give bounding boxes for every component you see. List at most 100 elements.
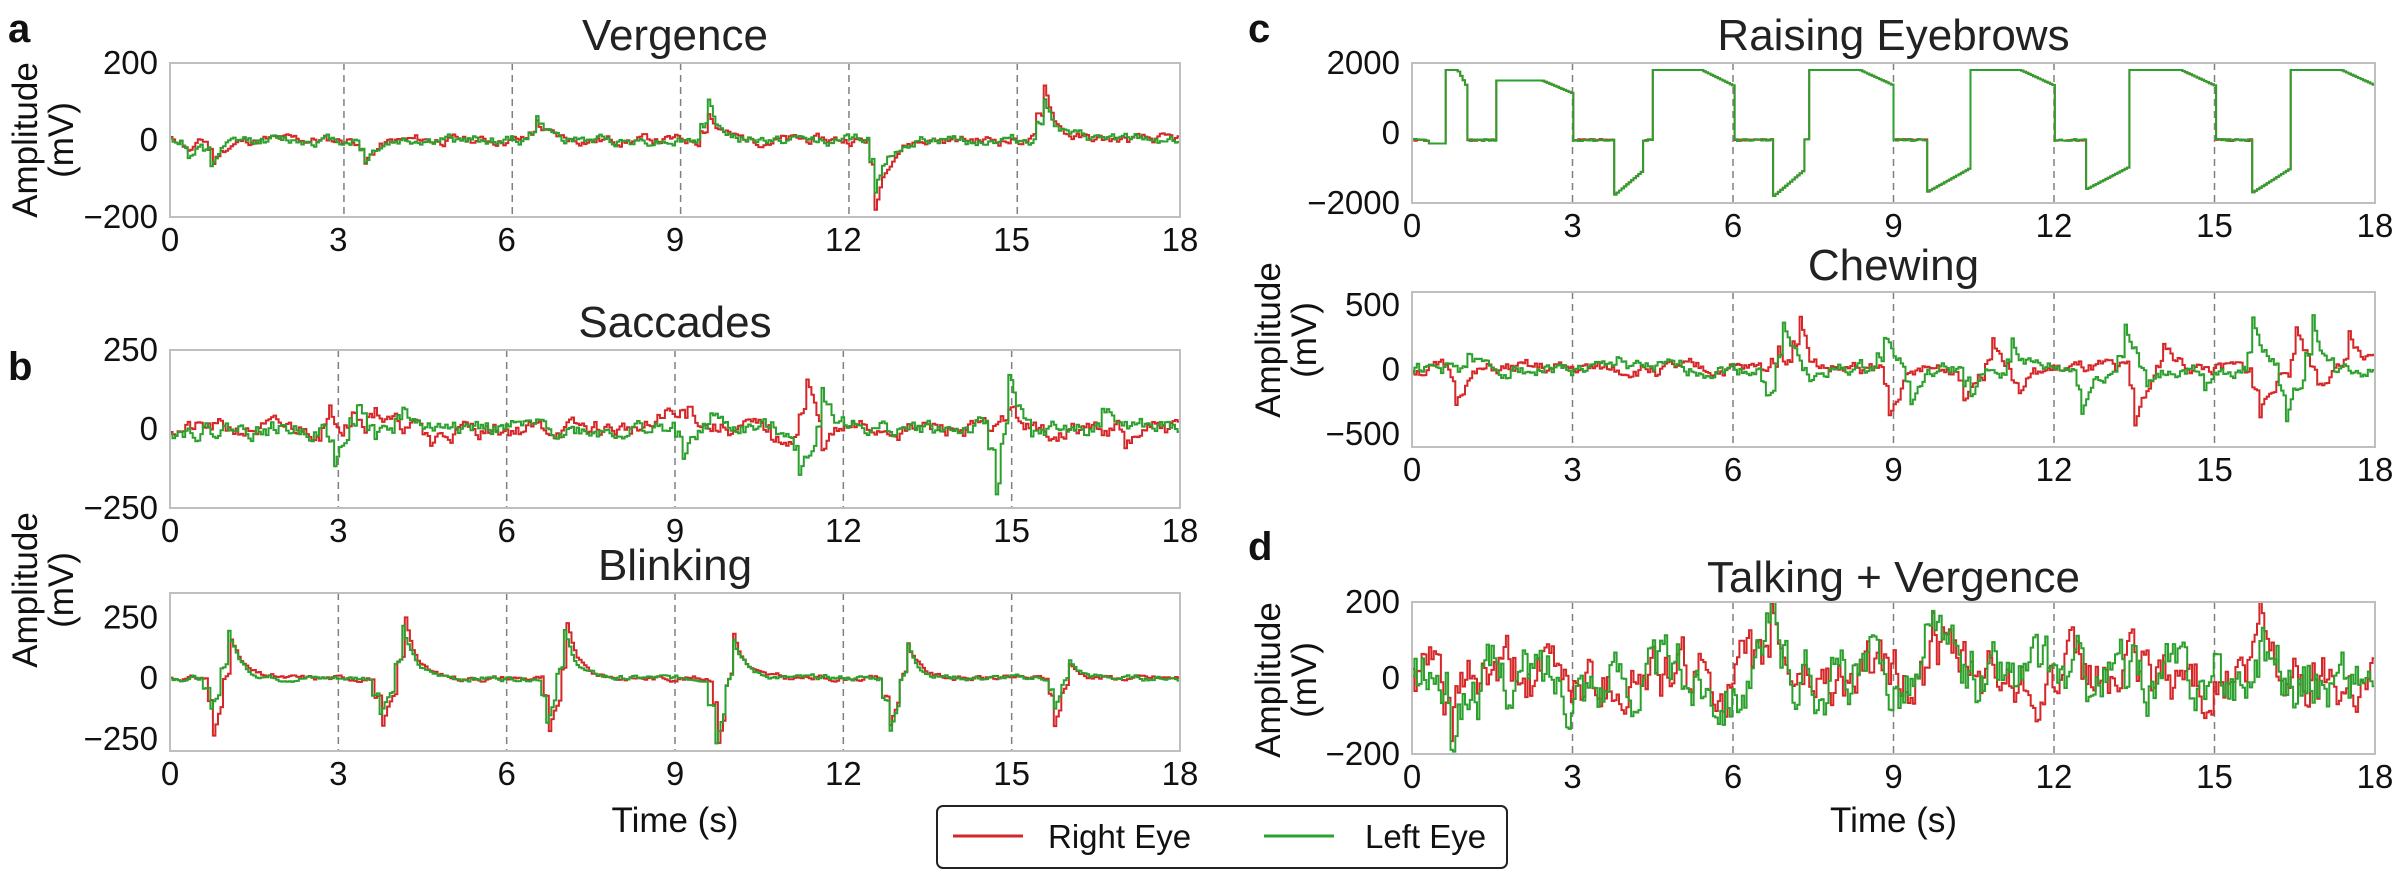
x-tick-label: 9: [666, 755, 684, 792]
legend-label-right-eye: Right Eye: [1048, 818, 1191, 855]
y-tick-label: −500: [1326, 415, 1400, 452]
x-tick-label: 3: [1563, 451, 1581, 488]
x-tick-label: 0: [161, 221, 179, 258]
panel-letter-d: d: [1248, 525, 1272, 569]
chart-title: Chewing: [1808, 241, 1979, 290]
x-tick-label: 6: [1724, 758, 1742, 795]
y-tick-label: 0: [140, 121, 158, 158]
y-axis-label-line: (mV): [42, 102, 81, 178]
y-tick-label: 200: [1345, 583, 1400, 620]
y-axis-label: Amplitude(mV): [6, 62, 81, 218]
y-axis-label-line: (mV): [42, 552, 81, 628]
x-tick-label: 12: [2036, 207, 2073, 244]
x-tick-label: 0: [1403, 207, 1421, 244]
chart-title: Blinking: [598, 541, 752, 590]
x-tick-label: 9: [1884, 207, 1902, 244]
y-tick-label: 0: [1382, 659, 1400, 696]
series-line-left-eye: [1412, 314, 2376, 423]
panel-letter-b: b: [8, 345, 32, 389]
x-tick-label: 0: [1403, 451, 1421, 488]
x-tick-label: 6: [497, 221, 515, 258]
x-tick-label: 6: [1724, 451, 1742, 488]
series-line-right-eye: [1412, 601, 2376, 743]
y-axis-label-line: Amplitude: [6, 62, 45, 218]
x-tick-label: 3: [1563, 207, 1581, 244]
x-tick-label: 12: [825, 755, 862, 792]
y-axis-label-line: (mV): [1285, 642, 1324, 718]
y-axis-label-line: Amplitude: [1249, 262, 1288, 418]
chart-title: Vergence: [582, 11, 768, 60]
y-tick-label: 250: [103, 331, 158, 368]
plot-frame: [169, 62, 1181, 218]
x-tick-label: 6: [1724, 207, 1742, 244]
chart-title: Talking + Vergence: [1707, 553, 2080, 602]
x-tick-label: 12: [2036, 451, 2073, 488]
x-tick-label: 9: [666, 221, 684, 258]
x-tick-label: 15: [2196, 207, 2233, 244]
series-line-left-eye: [1412, 69, 2376, 197]
x-tick-label: 15: [2196, 758, 2233, 795]
y-tick-label: 0: [140, 410, 158, 447]
y-tick-label: −200: [1326, 735, 1400, 772]
y-tick-label: −250: [84, 489, 158, 526]
x-tick-label: 3: [329, 512, 347, 549]
y-tick-label: −2000: [1307, 184, 1400, 221]
series-line-left-eye: [1412, 601, 2376, 753]
y-axis-label-line: Amplitude: [6, 512, 45, 668]
y-tick-label: 0: [1382, 351, 1400, 388]
plot-frame: [169, 592, 1181, 752]
x-tick-label: 15: [993, 221, 1030, 258]
chart-title: Saccades: [578, 298, 771, 347]
x-tick-label: 12: [825, 221, 862, 258]
chart-title: Raising Eyebrows: [1717, 11, 2069, 60]
y-tick-label: 200: [103, 44, 158, 81]
x-tick-label: 18: [1162, 755, 1199, 792]
series-line-left-eye: [170, 98, 1181, 194]
x-tick-label: 15: [993, 512, 1030, 549]
x-tick-label: 18: [1162, 512, 1199, 549]
x-tick-label: 12: [825, 512, 862, 549]
series-line-left-eye: [170, 624, 1181, 745]
plot-frame: [1411, 62, 2376, 204]
x-tick-label: 15: [993, 755, 1030, 792]
x-tick-label: 0: [161, 512, 179, 549]
x-tick-label: 0: [1403, 758, 1421, 795]
x-tick-label: 0: [161, 755, 179, 792]
y-axis-label: Amplitude(mV): [1249, 602, 1324, 758]
x-tick-label: 18: [2357, 758, 2394, 795]
plot-frame: [1411, 291, 2376, 448]
y-axis-label: Amplitude(mV): [1249, 262, 1324, 418]
x-tick-label: 9: [1884, 758, 1902, 795]
x-axis-label: Time (s): [611, 801, 738, 840]
y-tick-label: 2000: [1327, 44, 1400, 81]
series-line-right-eye: [170, 84, 1181, 211]
y-tick-label: 250: [103, 598, 158, 635]
legend: Right Eye Left Eye: [936, 805, 1508, 869]
x-tick-label: 6: [497, 755, 515, 792]
series-line-right-eye: [170, 616, 1181, 744]
y-axis-label: Amplitude(mV): [6, 512, 81, 668]
legend-box: [936, 805, 1508, 869]
x-tick-label: 12: [2036, 758, 2073, 795]
x-tick-label: 15: [2196, 451, 2233, 488]
x-axis-label: Time (s): [1830, 801, 1957, 840]
x-tick-label: 3: [329, 221, 347, 258]
y-tick-label: −200: [84, 198, 158, 235]
panel-letter-a: a: [8, 7, 31, 51]
x-tick-label: 18: [1162, 221, 1199, 258]
x-tick-label: 6: [497, 512, 515, 549]
x-tick-label: 18: [2357, 207, 2394, 244]
x-tick-label: 18: [2357, 451, 2394, 488]
series-line-right-eye: [170, 378, 1181, 452]
plot-frame: [169, 349, 1181, 509]
y-axis-label-line: Amplitude: [1249, 602, 1288, 758]
legend-label-left-eye: Left Eye: [1365, 818, 1486, 855]
y-axis-label-line: (mV): [1285, 302, 1324, 378]
